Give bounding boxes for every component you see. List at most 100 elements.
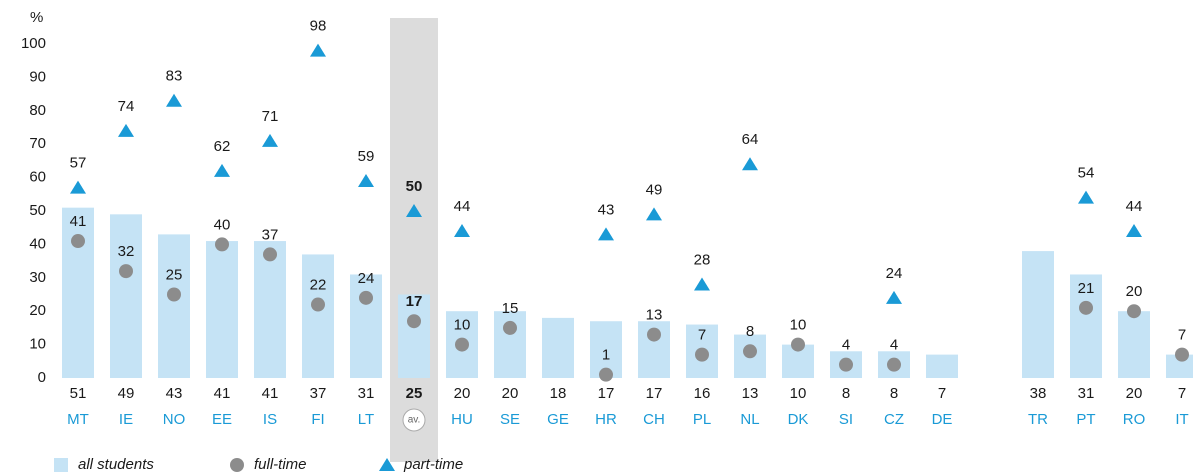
legend-swatch	[379, 458, 395, 471]
y-tick-label: 100	[21, 35, 46, 52]
x-tick-label: SI	[839, 411, 853, 428]
bar	[1022, 251, 1054, 378]
part-time-marker	[454, 224, 470, 238]
full-time-label: 10	[790, 317, 807, 334]
part-time-label: 50	[406, 178, 423, 195]
full-time-marker	[1175, 347, 1189, 362]
full-time-label: 4	[842, 337, 850, 354]
part-time-label: 44	[1126, 198, 1143, 215]
x-tick-label: SE	[500, 411, 520, 428]
x-tick-label: EE	[212, 411, 232, 428]
full-time-marker	[119, 264, 133, 279]
bar-value-label: 17	[646, 385, 663, 402]
full-time-label: 4	[890, 337, 898, 354]
full-time-label: 8	[746, 323, 754, 340]
x-tick-label: RO	[1123, 411, 1146, 428]
bar-value-label: 41	[214, 385, 231, 402]
part-time-label: 62	[214, 138, 231, 155]
x-tick-label: IE	[119, 411, 133, 428]
legend-label: all students	[78, 456, 154, 473]
x-tick-label: DK	[788, 411, 809, 428]
bar	[1070, 274, 1102, 378]
y-tick-label: 30	[29, 269, 46, 286]
part-time-marker	[214, 163, 230, 177]
part-time-marker	[310, 43, 326, 57]
x-tick-label: av.	[408, 415, 421, 426]
bar-value-label: 10	[790, 385, 807, 402]
full-time-marker	[215, 237, 229, 252]
part-time-label: 54	[1078, 165, 1095, 182]
full-time-label: 21	[1078, 280, 1095, 297]
part-time-marker	[118, 123, 134, 137]
full-time-label: 25	[166, 266, 183, 283]
full-time-marker	[359, 290, 373, 305]
part-time-label: 64	[742, 131, 759, 148]
x-tick-label: HU	[451, 411, 473, 428]
x-tick-label: TR	[1028, 411, 1048, 428]
average-badge	[402, 408, 426, 432]
part-time-label: 71	[262, 108, 279, 125]
bar-value-label: 43	[166, 385, 183, 402]
full-time-label: 20	[1126, 283, 1143, 300]
part-time-marker	[886, 290, 902, 304]
full-time-label: 15	[502, 300, 519, 317]
y-tick-label: 50	[29, 202, 46, 219]
part-time-marker	[70, 180, 86, 194]
full-time-label: 7	[1178, 327, 1186, 344]
bar	[350, 274, 382, 378]
bar-value-label: 49	[118, 385, 135, 402]
x-tick-label: PT	[1076, 411, 1095, 428]
x-tick-label: NL	[740, 411, 759, 428]
bar-value-label: 18	[550, 385, 567, 402]
legend-swatch	[230, 458, 244, 472]
bar	[206, 241, 238, 378]
bar-value-label: 31	[358, 385, 375, 402]
x-tick-label: DE	[932, 411, 953, 428]
full-time-marker	[599, 367, 613, 382]
full-time-label: 37	[262, 226, 279, 243]
part-time-label: 43	[598, 201, 615, 218]
y-tick-label: 90	[29, 68, 46, 85]
full-time-label: 22	[310, 276, 327, 293]
full-time-marker	[407, 314, 421, 329]
full-time-marker	[695, 347, 709, 362]
bar	[398, 294, 430, 378]
bar	[302, 254, 334, 378]
y-axis-label: %	[30, 9, 43, 26]
y-tick-label: 70	[29, 135, 46, 152]
bar	[254, 241, 286, 378]
full-time-label: 17	[406, 293, 423, 310]
part-time-marker	[598, 227, 614, 241]
part-time-marker	[1078, 190, 1094, 204]
bar	[926, 354, 958, 378]
bar	[542, 317, 574, 378]
full-time-marker	[1127, 304, 1141, 319]
part-time-marker	[646, 207, 662, 221]
legend-label: full-time	[254, 456, 307, 473]
legend-label: part-time	[403, 456, 463, 473]
part-time-label: 98	[310, 18, 327, 35]
full-time-marker	[263, 247, 277, 262]
x-tick-label: NO	[163, 411, 186, 428]
y-tick-label: 80	[29, 102, 46, 119]
bar-value-label: 20	[454, 385, 471, 402]
bar-value-label: 7	[938, 385, 946, 402]
bar	[1166, 354, 1193, 378]
x-tick-label: CH	[643, 411, 665, 428]
full-time-marker	[311, 297, 325, 312]
x-tick-label: MT	[67, 411, 89, 428]
bar-value-label: 8	[842, 385, 850, 402]
part-time-marker	[694, 277, 710, 291]
full-time-marker	[167, 287, 181, 302]
legend-swatch	[54, 458, 68, 472]
x-tick-label: IT	[1175, 411, 1188, 428]
x-tick-label: CZ	[884, 411, 904, 428]
bar-value-label: 37	[310, 385, 327, 402]
bar-value-label: 13	[742, 385, 759, 402]
bar-value-label: 17	[598, 385, 615, 402]
full-time-marker	[455, 337, 469, 352]
bar-value-label: 38	[1030, 385, 1047, 402]
full-time-marker	[1079, 300, 1093, 315]
bar	[158, 234, 190, 378]
